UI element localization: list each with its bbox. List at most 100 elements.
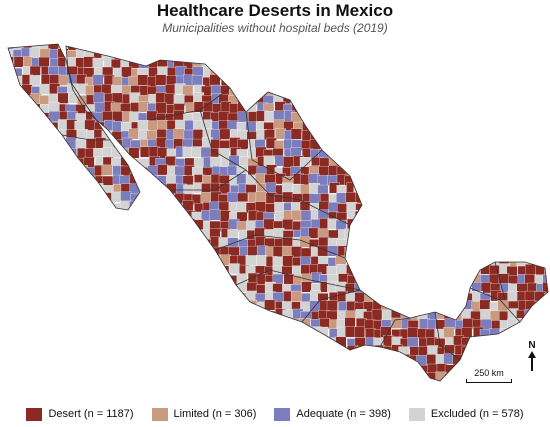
municipality-cell	[373, 93, 385, 104]
municipality-cell	[500, 192, 511, 204]
municipality-cell	[500, 182, 512, 194]
municipality-cell	[229, 68, 241, 79]
municipality-cell	[139, 265, 151, 277]
municipality-cell	[362, 94, 374, 106]
municipality-cell	[454, 92, 466, 104]
legend-swatch-adequate	[274, 407, 291, 421]
municipality-cell	[66, 173, 78, 185]
municipality-cell	[31, 193, 43, 205]
municipality-cell	[327, 383, 338, 394]
municipality-cell	[220, 47, 232, 59]
municipality-cell	[290, 128, 302, 140]
municipality-cell	[318, 67, 330, 79]
municipality-cell	[445, 129, 457, 140]
municipality-cell	[426, 166, 437, 178]
municipality-cell	[391, 44, 403, 52]
municipality-cell	[418, 66, 430, 78]
municipality-cell	[175, 49, 187, 61]
municipality-cell	[130, 237, 142, 248]
municipality-cell	[174, 302, 186, 313]
municipality-cell	[364, 120, 375, 132]
municipality-cell	[11, 129, 23, 140]
municipality-cell	[419, 146, 430, 158]
municipality-cell	[363, 210, 375, 222]
municipality-cell	[499, 156, 511, 168]
municipality-cell	[265, 364, 277, 376]
municipality-cell	[129, 328, 141, 340]
municipality-cell	[39, 175, 51, 186]
municipality-cell	[355, 56, 366, 68]
municipality-cell	[193, 157, 205, 169]
municipality-cell	[507, 164, 518, 176]
municipality-cell	[454, 74, 465, 86]
municipality-cell	[31, 174, 43, 186]
municipality-cell	[329, 364, 341, 376]
municipality-cell	[372, 83, 383, 95]
municipality-cell	[381, 309, 393, 321]
legend-swatch-excluded	[408, 407, 425, 421]
municipality-cell	[201, 382, 212, 393]
municipality-cell	[382, 157, 394, 169]
municipality-cell	[499, 58, 511, 70]
municipality-cell	[75, 246, 86, 258]
municipality-cell	[8, 120, 16, 132]
municipality-cell	[400, 158, 412, 169]
municipality-cell	[122, 320, 134, 331]
municipality-cell	[102, 264, 114, 276]
municipality-cell	[238, 308, 250, 320]
municipality-cell	[300, 86, 312, 97]
municipality-cell	[363, 283, 375, 295]
municipality-cell	[481, 174, 493, 186]
municipality-cell	[21, 299, 32, 311]
municipality-cell	[544, 84, 548, 96]
municipality-cell	[398, 44, 410, 51]
municipality-cell	[427, 182, 439, 194]
municipality-cell	[508, 247, 520, 258]
municipality-cell	[373, 76, 384, 88]
municipality-cell	[166, 301, 178, 312]
municipality-cell	[194, 263, 205, 275]
municipality-cell	[264, 328, 276, 340]
municipality-cell	[74, 265, 86, 277]
municipality-cell	[524, 202, 536, 213]
municipality-cell	[382, 66, 394, 77]
municipality-cell	[219, 128, 231, 140]
municipality-cell	[84, 344, 96, 356]
municipality-cell	[176, 308, 188, 320]
municipality-cell	[436, 83, 448, 95]
municipality-cell	[427, 383, 438, 394]
municipality-cell	[542, 282, 548, 293]
municipality-cell	[542, 229, 548, 241]
municipality-cell	[507, 218, 519, 230]
municipality-cell	[499, 337, 511, 348]
municipality-cell	[301, 44, 312, 52]
municipality-cell	[84, 337, 96, 348]
municipality-cell	[148, 362, 160, 374]
municipality-cell	[92, 57, 104, 69]
municipality-cell	[12, 92, 24, 104]
municipality-cell	[265, 57, 277, 69]
municipality-cell	[130, 264, 142, 276]
municipality-cell	[525, 156, 537, 168]
municipality-cell	[149, 290, 160, 302]
municipality-cell	[329, 66, 340, 77]
municipality-cell	[157, 353, 169, 365]
municipality-cell	[536, 164, 548, 176]
municipality-cell	[497, 300, 509, 312]
state-boundaries	[7, 43, 549, 382]
municipality-cell	[461, 146, 473, 158]
municipality-cell	[156, 237, 168, 249]
municipality-cell	[29, 255, 41, 267]
municipality-cell	[256, 382, 267, 393]
municipality-cell	[408, 255, 420, 266]
municipality-cell	[210, 156, 222, 168]
municipality-cell	[355, 229, 367, 240]
municipality-cell	[66, 364, 77, 376]
municipality-cell	[212, 345, 223, 357]
municipality-cell	[517, 120, 529, 131]
municipality-cell	[507, 44, 519, 52]
municipality-cell	[102, 44, 114, 51]
municipality-cell	[509, 76, 521, 87]
municipality-cell	[381, 77, 393, 88]
municipality-cell	[354, 66, 366, 77]
